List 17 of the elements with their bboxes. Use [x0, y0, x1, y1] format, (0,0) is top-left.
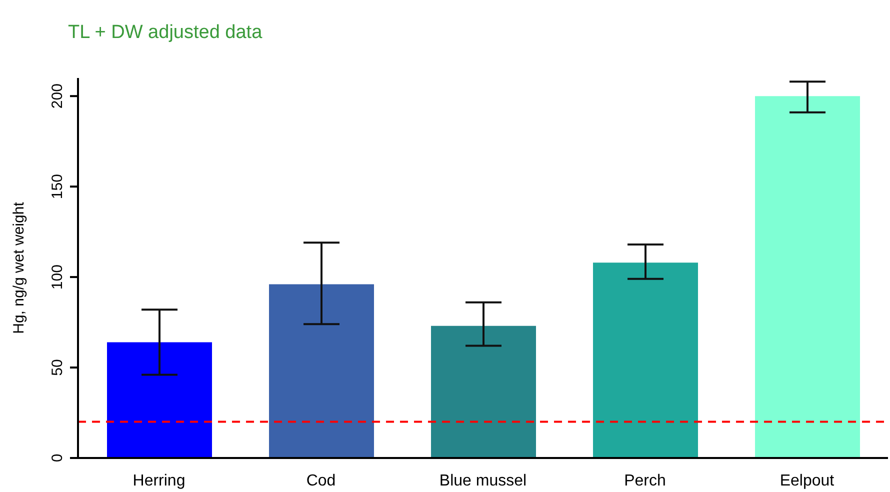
- y-axis-title: Hg, ng/g wet weight: [10, 201, 28, 334]
- bar: [593, 262, 698, 458]
- x-tick-label: Blue mussel: [439, 472, 527, 490]
- bar: [269, 284, 374, 458]
- chart-title: TL + DW adjusted data: [68, 22, 262, 44]
- bar: [431, 326, 536, 458]
- x-tick-label: Perch: [624, 472, 666, 490]
- bar: [107, 342, 212, 458]
- y-tick-label: 0: [49, 454, 66, 462]
- y-tick-label: 150: [49, 174, 66, 200]
- bar: [755, 96, 860, 458]
- x-tick-label: Eelpout: [780, 472, 835, 490]
- x-tick-label: Cod: [306, 472, 336, 490]
- y-tick-label: 100: [49, 264, 66, 290]
- y-tick-label: 200: [49, 84, 66, 109]
- y-tick-label: 50: [49, 359, 66, 376]
- x-tick-label: Herring: [132, 472, 186, 490]
